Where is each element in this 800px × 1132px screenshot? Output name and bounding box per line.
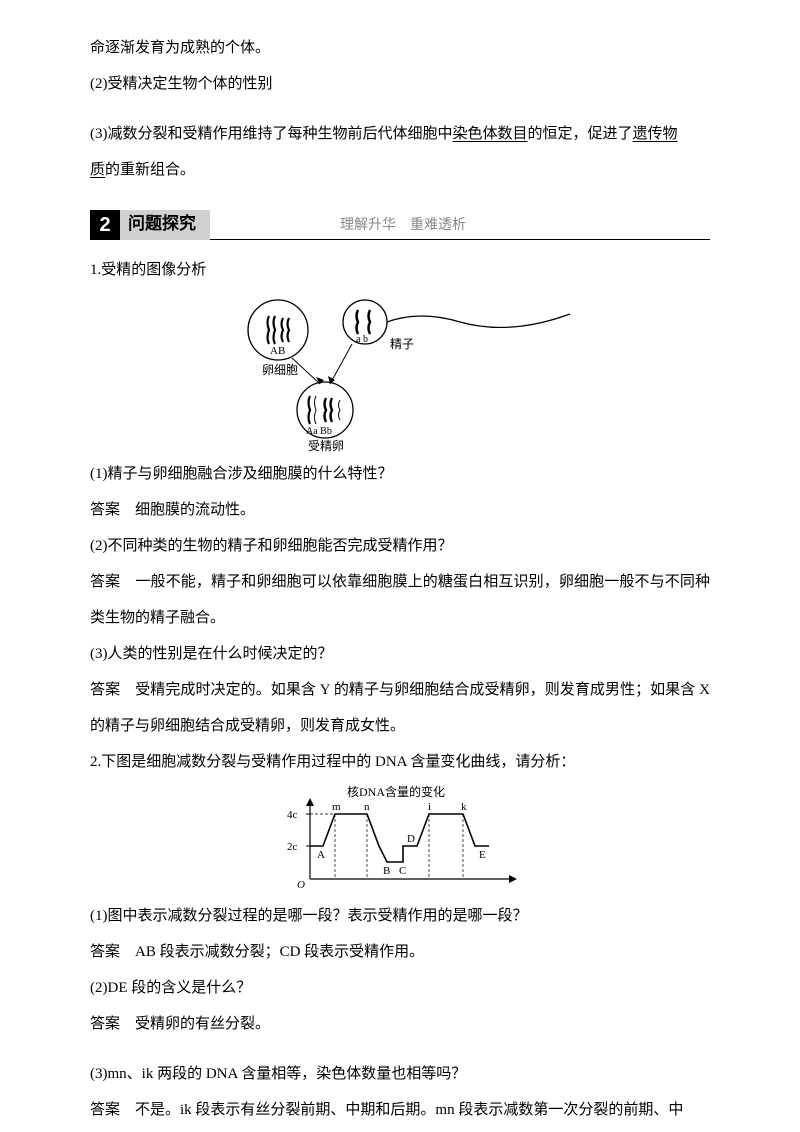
ylabel-2c: 2c — [287, 841, 298, 853]
spacer — [90, 102, 710, 116]
q2-3-question: (3)mn、ik 两段的 DNA 含量相等，染色体数量也相等吗？ — [90, 1056, 710, 1092]
sperm-label: 精子 — [390, 337, 414, 351]
zygote-chrom-label: Aa Bb — [306, 426, 332, 437]
label-B: B — [383, 865, 390, 877]
q2-2-answer: 答案 受精卵的有丝分裂。 — [90, 1006, 710, 1042]
zygote-label: 受精卵 — [308, 439, 344, 452]
q1-1-question: (1)精子与卵细胞融合涉及细胞膜的什么特性？ — [90, 456, 710, 492]
egg-label: 卵细胞 — [262, 363, 298, 377]
sperm-chrom-label: a b — [356, 334, 368, 345]
text: 的重新组合。 — [105, 162, 195, 178]
q2-title: 2.下图是细胞减数分裂与受精作用过程中的 DNA 含量变化曲线，请分析： — [90, 744, 710, 780]
text: (3)减数分裂和受精作用维持了每种生物前后代体细胞中 — [90, 126, 453, 142]
section-number: 2 — [90, 210, 120, 240]
dna-chart-svg: 核DNA含量的变化 4c 2c O m n i k A B C D E — [275, 784, 525, 894]
q1-3-question: (3)人类的性别是在什么时候决定的？ — [90, 636, 710, 672]
fertilization-svg: AB 卵细胞 a b 精子 Aa Bb 受精卵 — [220, 292, 580, 452]
q2-1-answer: 答案 AB 段表示减数分裂；CD 段表示受精作用。 — [90, 934, 710, 970]
intro-line-2: (2)受精决定生物个体的性别 — [90, 66, 710, 102]
q2-3-answer: 答案 不是。ik 段表示有丝分裂前期、中期和后期。mn 段表示减数第一次分裂的前… — [90, 1092, 710, 1128]
spacer — [90, 1042, 710, 1056]
q1-2-question: (2)不同种类的生物的精子和卵细胞能否完成受精作用？ — [90, 528, 710, 564]
egg-chrom-label: AB — [270, 345, 285, 357]
label-k: k — [461, 801, 467, 813]
underline-chromosome: 染色体数目 — [453, 126, 528, 142]
intro-line-1: 命逐渐发育为成熟的个体。 — [90, 30, 710, 66]
label-i: i — [428, 801, 431, 813]
ylabel-4c: 4c — [287, 809, 298, 821]
origin-label: O — [297, 879, 305, 891]
text: 的恒定，促进了 — [528, 126, 633, 142]
underline-genetic-2: 质 — [90, 162, 105, 178]
intro-line-3: (3)减数分裂和受精作用维持了每种生物前后代体细胞中染色体数目的恒定，促进了遗传… — [90, 116, 710, 152]
q1-title: 1.受精的图像分析 — [90, 252, 710, 288]
intro-line-3b: 质的重新组合。 — [90, 152, 710, 188]
chart-title: 核DNA含量的变化 — [347, 784, 445, 799]
section-title: 问题探究 — [120, 210, 210, 240]
label-A: A — [317, 849, 325, 861]
q2-2-question: (2)DE 段的含义是什么？ — [90, 970, 710, 1006]
fertilization-diagram: AB 卵细胞 a b 精子 Aa Bb 受精卵 — [90, 292, 710, 452]
q2-1-question: (1)图中表示减数分裂过程的是哪一段？表示受精作用的是哪一段？ — [90, 898, 710, 934]
label-C: C — [399, 865, 406, 877]
label-n: n — [364, 801, 370, 813]
label-E: E — [479, 849, 486, 861]
q1-3-answer: 答案 受精完成时决定的。如果含 Y 的精子与卵细胞结合成受精卵，则发育成男性；如… — [90, 672, 710, 744]
label-D: D — [407, 833, 415, 845]
q1-1-answer: 答案 细胞膜的流动性。 — [90, 492, 710, 528]
section-subtitle: 理解升华 重难透析 — [340, 208, 466, 242]
dna-chart: 核DNA含量的变化 4c 2c O m n i k A B C D E — [90, 784, 710, 894]
underline-genetic-1: 遗传物 — [633, 126, 678, 142]
section-header: 2 问题探究 理解升华 重难透析 — [90, 210, 710, 240]
label-m: m — [332, 801, 341, 813]
q1-2-answer: 答案 一般不能，精子和卵细胞可以依靠细胞膜上的糖蛋白相互识别，卵细胞一般不与不同… — [90, 564, 710, 636]
